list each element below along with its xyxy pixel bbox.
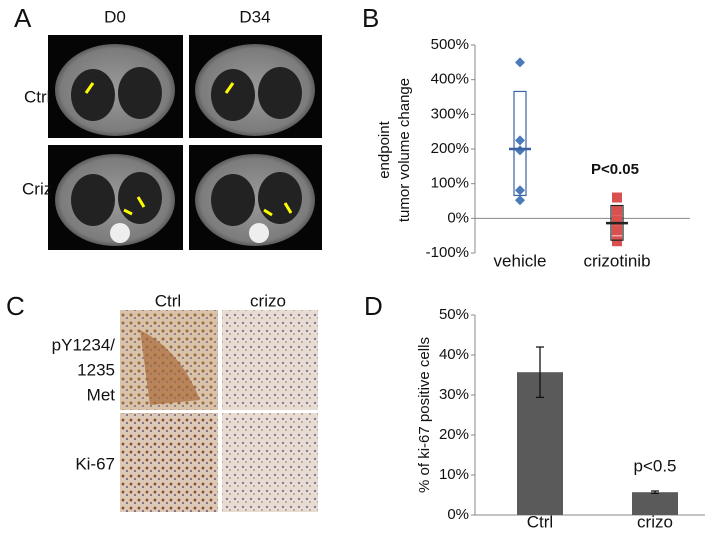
- y-tick-label: 10%: [439, 466, 469, 483]
- point: [515, 57, 525, 68]
- y-tick-label: 500%: [431, 36, 469, 53]
- y-tick-label: 100%: [431, 175, 469, 192]
- y-tick-label: 200%: [431, 140, 469, 157]
- box: [513, 90, 527, 197]
- panel-label: B: [362, 3, 379, 33]
- y-axis-label: endpoint: [376, 120, 393, 178]
- x-tick-label: vehicle: [494, 251, 547, 270]
- panel-label: D: [364, 291, 383, 321]
- y-tick-label: 300%: [431, 105, 469, 122]
- y-tick-label: 0%: [447, 209, 469, 226]
- row-label: Ctrl: [24, 87, 50, 106]
- panel-label: A: [14, 3, 32, 33]
- point: [515, 195, 525, 206]
- ihc-images: [120, 310, 318, 512]
- point: [515, 185, 525, 196]
- row-label: pY1234/: [52, 335, 116, 354]
- y-tick-label: -100%: [426, 244, 469, 261]
- annotation: P<0.05: [591, 161, 639, 178]
- row-label: Ki-67: [75, 454, 115, 473]
- point: [612, 236, 622, 247]
- point: [515, 135, 525, 146]
- y-axis-label: tumor volume change: [396, 78, 413, 222]
- row-label: Met: [87, 385, 116, 404]
- row-label: 1235: [77, 360, 115, 379]
- y-tick-label: 30%: [439, 386, 469, 403]
- column-label: crizo: [250, 291, 286, 310]
- error-bar: [651, 490, 659, 495]
- bar: [632, 492, 678, 515]
- column-label: D34: [239, 7, 270, 26]
- error-bar: [536, 346, 544, 399]
- y-tick-label: 40%: [439, 346, 469, 363]
- point: [612, 215, 622, 226]
- y-tick-label: 50%: [439, 306, 469, 323]
- annotation: p<0.5: [633, 456, 676, 475]
- point: [612, 225, 622, 236]
- row-label: Criz: [22, 179, 52, 198]
- y-axis-label: % of ki-67 positive cells: [416, 337, 433, 493]
- y-tick-label: 400%: [431, 71, 469, 88]
- column-label: Ctrl: [155, 291, 181, 310]
- ct-images: [48, 35, 322, 250]
- point: [612, 192, 622, 203]
- x-tick-label: Ctrl: [527, 512, 553, 531]
- y-tick-label: 0%: [447, 506, 469, 523]
- point: [515, 145, 525, 156]
- x-tick-label: crizotinib: [583, 251, 650, 270]
- point: [612, 205, 622, 216]
- column-label: D0: [104, 7, 126, 26]
- y-tick-label: 20%: [439, 426, 469, 443]
- panel-label: C: [6, 291, 25, 321]
- x-tick-label: crizo: [637, 512, 673, 531]
